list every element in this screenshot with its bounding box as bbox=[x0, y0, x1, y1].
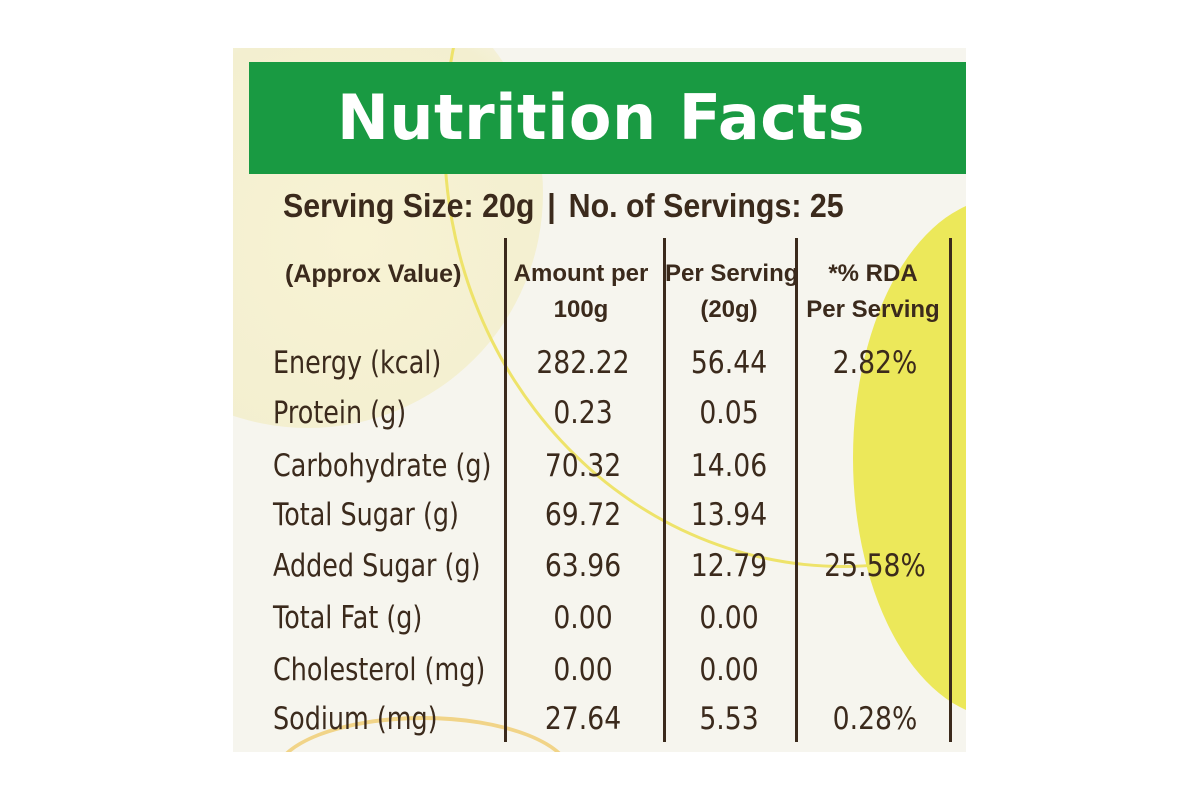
table-row: Carbohydrate (g) 70.32 14.06 bbox=[273, 441, 966, 491]
nutrition-label: Nutrition Facts Serving Size: 20g | No. of… bbox=[233, 48, 966, 752]
value-per-100g: 27.64 bbox=[544, 701, 622, 737]
value-per-serving: 0.00 bbox=[699, 652, 759, 688]
table-row: Added Sugar (g) 63.96 12.79 25.58% bbox=[273, 541, 966, 591]
header-amount-line2: 100g bbox=[553, 296, 609, 323]
servings-count: No. of Servings: 25 bbox=[568, 187, 844, 224]
header-rda-line2: Per Serving bbox=[806, 296, 940, 323]
page-title: Nutrition Facts bbox=[337, 81, 866, 154]
serving-separator: | bbox=[547, 187, 556, 224]
nutrient-name: Protein (g) bbox=[273, 395, 407, 431]
value-per-100g: 70.32 bbox=[544, 448, 622, 484]
value-per-serving: 56.44 bbox=[690, 345, 768, 381]
value-per-100g: 282.22 bbox=[536, 345, 630, 381]
value-per-100g: 69.72 bbox=[544, 497, 622, 533]
value-per-100g: 0.23 bbox=[553, 395, 613, 431]
title-banner: Nutrition Facts bbox=[249, 62, 966, 174]
value-per-serving: 0.00 bbox=[699, 600, 759, 636]
table-row: Sodium (mg) 27.64 5.53 0.28% bbox=[273, 694, 966, 744]
header-amount-per-100g: Amount per 100g bbox=[503, 256, 659, 328]
header-approx-value: (Approx Value) bbox=[285, 260, 462, 288]
value-rda: 25.58% bbox=[824, 548, 926, 584]
column-divider-3 bbox=[795, 238, 798, 742]
table-row: Protein (g) 0.23 0.05 bbox=[273, 388, 966, 438]
value-per-serving: 12.79 bbox=[690, 548, 768, 584]
value-per-100g: 0.00 bbox=[553, 652, 613, 688]
serving-info: Serving Size: 20g | No. of Servings: 25 bbox=[283, 186, 844, 226]
header-amount-line1: Amount per bbox=[513, 260, 649, 287]
column-divider-4 bbox=[949, 238, 952, 742]
value-per-serving: 13.94 bbox=[690, 497, 768, 533]
nutrient-name: Energy (kcal) bbox=[273, 345, 442, 381]
header-rda-line1: *% RDA bbox=[828, 260, 918, 287]
column-divider-2 bbox=[663, 238, 666, 742]
value-per-100g: 0.00 bbox=[553, 600, 613, 636]
nutrient-name: Cholesterol (mg) bbox=[273, 652, 486, 688]
table-row: Energy (kcal) 282.22 56.44 2.82% bbox=[273, 338, 966, 388]
value-per-100g: 63.96 bbox=[544, 548, 622, 584]
nutrient-name: Total Fat (g) bbox=[273, 600, 423, 636]
nutrient-name: Added Sugar (g) bbox=[273, 548, 481, 584]
header-per-serving-line2: (20g) bbox=[700, 296, 758, 323]
header-rda: *% RDA Per Serving bbox=[799, 256, 947, 328]
value-rda: 2.82% bbox=[832, 345, 918, 381]
value-per-serving: 0.05 bbox=[699, 395, 759, 431]
header-per-serving-line1: Per Serving bbox=[665, 260, 799, 287]
serving-size: Serving Size: 20g bbox=[283, 187, 535, 224]
column-divider-1 bbox=[504, 238, 507, 742]
table-row: Cholesterol (mg) 0.00 0.00 bbox=[273, 645, 966, 695]
table-row: Total Sugar (g) 69.72 13.94 bbox=[273, 490, 966, 540]
value-per-serving: 14.06 bbox=[690, 448, 768, 484]
table-row: Total Fat (g) 0.00 0.00 bbox=[273, 593, 966, 643]
nutrient-name: Sodium (mg) bbox=[273, 701, 438, 737]
nutrient-name: Carbohydrate (g) bbox=[273, 448, 492, 484]
header-per-serving: Per Serving (20g) bbox=[665, 256, 799, 328]
value-rda: 0.28% bbox=[832, 701, 918, 737]
value-per-serving: 5.53 bbox=[699, 701, 759, 737]
nutrient-name: Total Sugar (g) bbox=[273, 497, 459, 533]
